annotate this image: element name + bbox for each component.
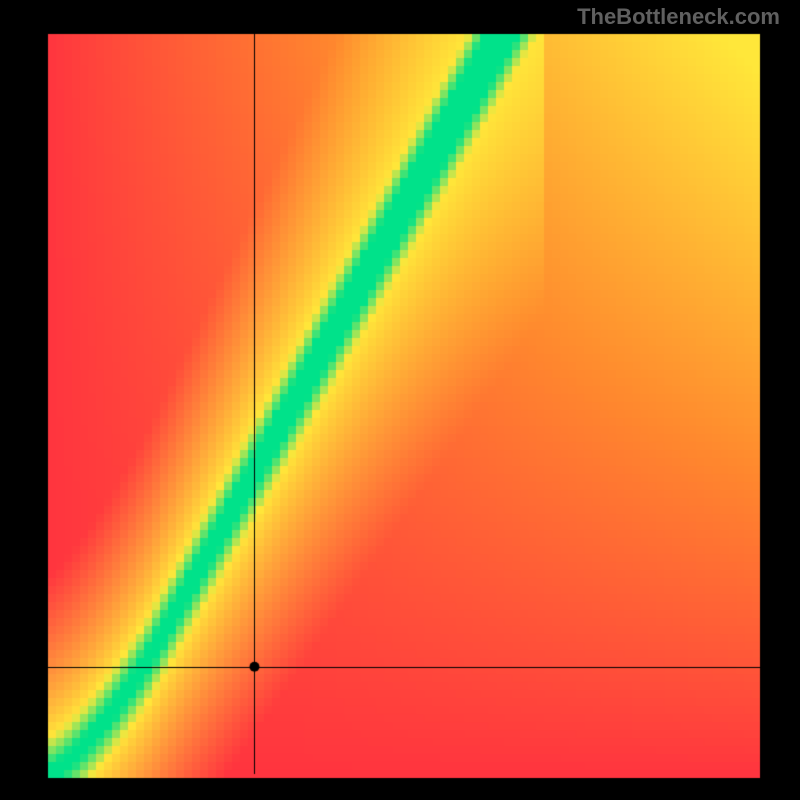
heatmap-canvas: [0, 0, 800, 800]
chart-container: TheBottleneck.com: [0, 0, 800, 800]
watermark-text: TheBottleneck.com: [577, 4, 780, 30]
